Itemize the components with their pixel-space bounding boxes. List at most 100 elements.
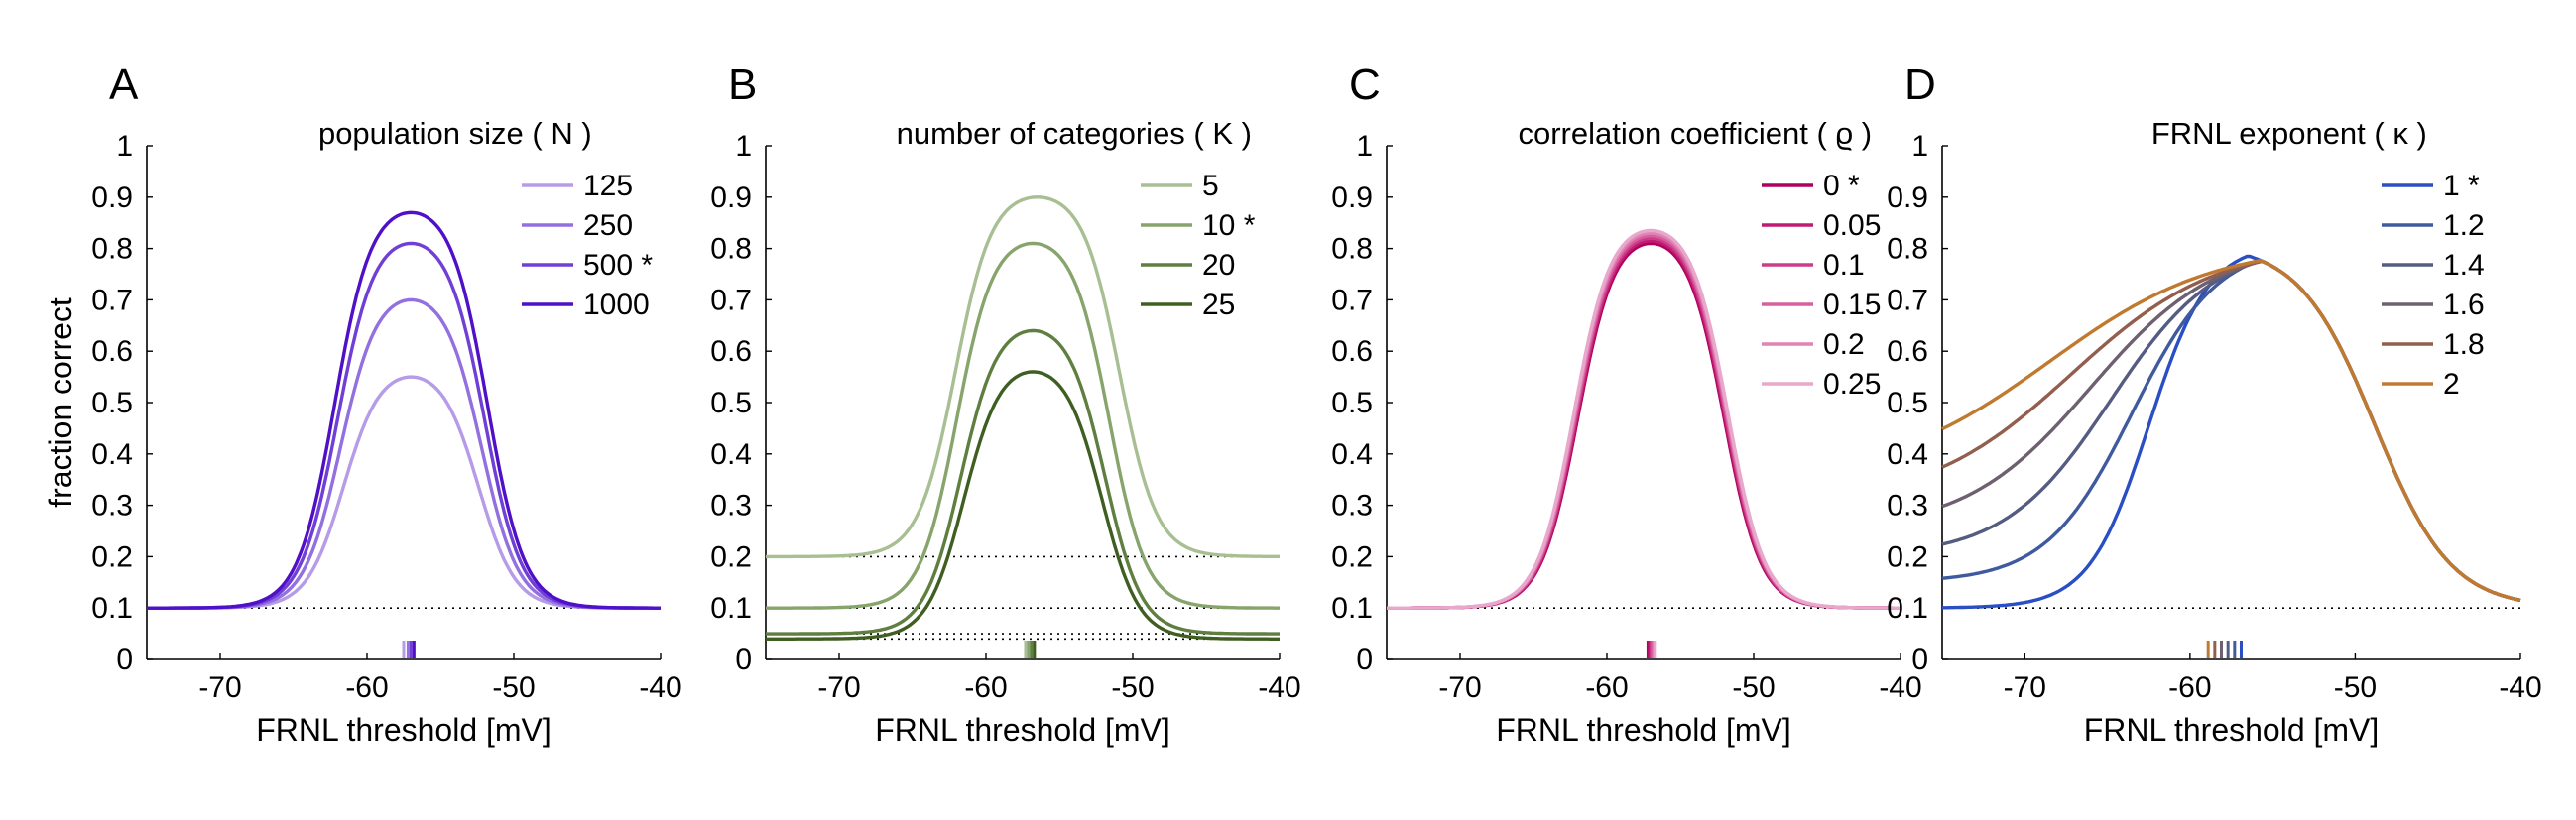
legend-label: 125 bbox=[583, 170, 633, 202]
y-tick-label: 0.2 bbox=[91, 540, 133, 573]
y-tick-label: 0.5 bbox=[91, 387, 133, 419]
y-tick-label: 0.9 bbox=[1331, 181, 1373, 214]
y-tick-label: 0.4 bbox=[91, 438, 133, 471]
series-line bbox=[147, 297, 661, 610]
y-tick-label: 0.4 bbox=[1331, 438, 1373, 471]
x-tick-label: -50 bbox=[492, 671, 535, 704]
y-tick-label: 0.7 bbox=[91, 284, 133, 316]
x-tick-label: -70 bbox=[2004, 671, 2046, 704]
y-tick-label: 0 bbox=[1356, 644, 1373, 676]
y-tick-label: 1 bbox=[735, 130, 752, 163]
x-tick-label: -60 bbox=[345, 671, 388, 704]
legend-label: 1 * bbox=[2443, 170, 2480, 202]
y-tick-label: 0.3 bbox=[91, 490, 133, 523]
y-tick-label: 0.3 bbox=[1887, 490, 1928, 523]
y-tick-label: 0.5 bbox=[1331, 387, 1373, 419]
legend-label: 0.2 bbox=[1823, 328, 1865, 361]
y-tick-label: 0.3 bbox=[1331, 490, 1373, 523]
legend-label: 1000 bbox=[583, 289, 650, 321]
series-line bbox=[1387, 228, 1901, 610]
x-tick-label: -70 bbox=[817, 671, 860, 704]
y-tick-label: 0.9 bbox=[1887, 181, 1928, 214]
legend-label: 1.2 bbox=[2443, 209, 2485, 242]
legend-label: 20 bbox=[1202, 249, 1235, 282]
y-tick-label: 0.8 bbox=[1331, 233, 1373, 266]
series-line bbox=[1941, 259, 2521, 603]
x-tick-label: -60 bbox=[964, 671, 1007, 704]
panel-letter: C bbox=[1349, 60, 1381, 109]
x-tick-label: -40 bbox=[639, 671, 681, 704]
y-tick-label: 0.2 bbox=[1887, 540, 1928, 573]
y-tick-label: 0.5 bbox=[1887, 387, 1928, 419]
y-tick-label: 0.9 bbox=[710, 181, 752, 214]
legend-label: 500 * bbox=[583, 249, 653, 282]
legend-label: 250 bbox=[583, 209, 633, 242]
y-tick-label: 0.6 bbox=[91, 335, 133, 368]
y-tick-label: 0.2 bbox=[1331, 540, 1373, 573]
legend-label: 2 bbox=[2443, 368, 2460, 401]
y-tick-label: 0.5 bbox=[710, 387, 752, 419]
x-tick-label: -60 bbox=[1585, 671, 1628, 704]
y-tick-label: 0.8 bbox=[91, 233, 133, 266]
x-axis-label: FRNL threshold [mV] bbox=[256, 712, 552, 748]
y-tick-label: 0.9 bbox=[91, 181, 133, 214]
x-axis-label: FRNL threshold [mV] bbox=[2084, 712, 2380, 748]
legend-label: 0.1 bbox=[1823, 249, 1865, 282]
y-tick-label: 0.1 bbox=[1331, 592, 1373, 625]
legend-label: 0.05 bbox=[1823, 209, 1881, 242]
y-tick-label: 0.7 bbox=[1331, 284, 1373, 316]
y-tick-label: 0.2 bbox=[710, 540, 752, 573]
y-tick-label: 0 bbox=[116, 644, 133, 676]
panel-d: D FRNL exponent ( κ ) 0 0.1 0.2 0.3 0.4 0.5 0.6 0… bbox=[1887, 60, 2541, 748]
panel-letter: A bbox=[109, 60, 139, 109]
x-tick-label: -40 bbox=[1258, 671, 1300, 704]
legend-label: 0 * bbox=[1823, 170, 1860, 202]
y-tick-label: 0.6 bbox=[1331, 335, 1373, 368]
y-tick-label: 0.6 bbox=[1887, 335, 1928, 368]
panel-title: correlation coefficient ( ϱ ) bbox=[1518, 116, 1872, 151]
panel-title: population size ( N ) bbox=[318, 116, 592, 151]
x-tick-label: -60 bbox=[2168, 671, 2211, 704]
x-tick-label: -70 bbox=[1438, 671, 1481, 704]
x-tick-label: -40 bbox=[1879, 671, 1921, 704]
y-tick-label: 0.8 bbox=[710, 233, 752, 266]
y-axis-label: fraction correct bbox=[43, 297, 78, 508]
panel-title: number of categories ( K ) bbox=[897, 116, 1252, 151]
legend-label: 10 * bbox=[1202, 209, 1256, 242]
y-tick-label: 0.1 bbox=[91, 592, 133, 625]
y-tick-label: 1 bbox=[1911, 130, 1928, 163]
y-tick-label: 0.7 bbox=[710, 284, 752, 316]
y-tick-label: 0.8 bbox=[1887, 233, 1928, 266]
series-line bbox=[147, 375, 661, 610]
panel-title: FRNL exponent ( κ ) bbox=[2151, 116, 2427, 151]
series-line bbox=[766, 241, 1280, 610]
series-line bbox=[766, 328, 1280, 636]
y-tick-label: 1 bbox=[116, 130, 133, 163]
x-tick-label: -50 bbox=[2334, 671, 2377, 704]
legend-label: 1.6 bbox=[2443, 289, 2485, 321]
y-tick-label: 0 bbox=[1911, 644, 1928, 676]
legend-label: 25 bbox=[1202, 289, 1235, 321]
legend-label: 1.4 bbox=[2443, 249, 2485, 282]
y-tick-label: 0.3 bbox=[710, 490, 752, 523]
series-line bbox=[766, 195, 1280, 559]
series-line bbox=[1941, 259, 2521, 603]
y-tick-label: 0.7 bbox=[1887, 284, 1928, 316]
series-line bbox=[766, 370, 1280, 641]
panel-letter: B bbox=[728, 60, 757, 109]
x-tick-label: -50 bbox=[1732, 671, 1775, 704]
y-tick-label: 0.4 bbox=[710, 438, 752, 471]
series-line bbox=[1941, 259, 2521, 603]
series-line bbox=[147, 210, 661, 610]
x-axis-label: FRNL threshold [mV] bbox=[1496, 712, 1791, 748]
y-tick-label: 0.4 bbox=[1887, 438, 1928, 471]
legend-label: 1.8 bbox=[2443, 328, 2485, 361]
x-tick-label: -70 bbox=[198, 671, 241, 704]
y-tick-label: 0 bbox=[735, 644, 752, 676]
x-tick-label: -50 bbox=[1111, 671, 1154, 704]
y-tick-label: 0.6 bbox=[710, 335, 752, 368]
x-axis-label: FRNL threshold [mV] bbox=[875, 712, 1170, 748]
